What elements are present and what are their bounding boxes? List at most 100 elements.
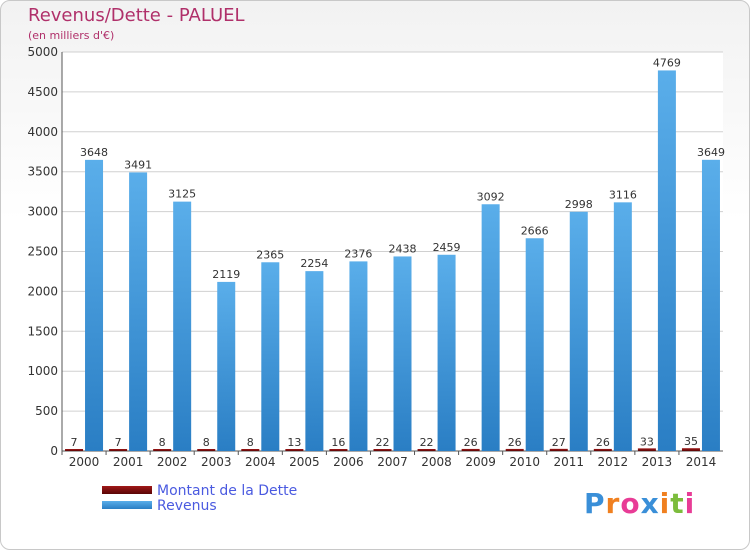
y-tick-label: 4500 bbox=[27, 85, 58, 99]
revenue-value-label: 2376 bbox=[344, 247, 372, 260]
revenue-bar bbox=[613, 202, 632, 451]
debt-value-label: 7 bbox=[115, 436, 122, 449]
debt-bar bbox=[417, 449, 436, 451]
revenue-value-label: 3125 bbox=[168, 188, 196, 201]
revenue-value-label: 2998 bbox=[565, 198, 593, 211]
x-tick-label: 2003 bbox=[201, 455, 232, 469]
x-tick-label: 2005 bbox=[289, 455, 320, 469]
y-tick-label: 3500 bbox=[27, 165, 58, 179]
x-tick-label: 2006 bbox=[333, 455, 364, 469]
revenue-bar bbox=[481, 204, 500, 451]
debt-value-label: 26 bbox=[464, 436, 478, 449]
revenue-value-label: 2666 bbox=[521, 224, 549, 237]
x-tick-label: 2014 bbox=[686, 455, 717, 469]
x-tick-label: 2011 bbox=[553, 455, 584, 469]
x-tick-label: 2012 bbox=[598, 455, 629, 469]
legend-label: Revenus bbox=[157, 498, 217, 514]
y-tick-label: 1500 bbox=[27, 324, 58, 338]
debt-value-label: 8 bbox=[203, 436, 210, 449]
x-tick-label: 2009 bbox=[465, 455, 496, 469]
revenue-bar bbox=[261, 262, 280, 451]
logo-letter: r bbox=[605, 487, 621, 520]
revenue-value-label: 4769 bbox=[653, 56, 681, 69]
debt-value-label: 8 bbox=[247, 436, 254, 449]
chart-subtitle: (en milliers d'€) bbox=[28, 29, 115, 42]
revenue-value-label: 2365 bbox=[256, 248, 284, 261]
x-tick-label: 2004 bbox=[245, 455, 276, 469]
debt-value-label: 8 bbox=[159, 436, 166, 449]
debt-bar bbox=[65, 449, 84, 451]
y-tick-label: 2500 bbox=[27, 245, 58, 259]
debt-value-label: 16 bbox=[331, 436, 345, 449]
legend-label: Montant de la Dette bbox=[157, 483, 297, 499]
debt-value-label: 7 bbox=[71, 436, 78, 449]
debt-bar bbox=[285, 449, 304, 451]
debt-bar bbox=[241, 449, 260, 451]
debt-value-label: 27 bbox=[552, 436, 566, 449]
legend-swatch bbox=[102, 486, 152, 494]
logo-letter: P bbox=[584, 487, 606, 520]
debt-bar bbox=[197, 449, 216, 451]
y-tick-label: 3000 bbox=[27, 205, 58, 219]
y-tick-label: 500 bbox=[35, 404, 58, 418]
debt-bar bbox=[505, 448, 524, 451]
debt-value-label: 26 bbox=[508, 436, 522, 449]
debt-value-label: 33 bbox=[640, 435, 654, 448]
y-tick-label: 0 bbox=[50, 444, 58, 458]
logo-letter: t bbox=[670, 487, 685, 520]
logo-letter: x bbox=[640, 487, 660, 520]
x-tick-label: 2000 bbox=[69, 455, 100, 469]
revenue-bar bbox=[437, 254, 456, 451]
logo-letter: i bbox=[659, 487, 671, 520]
debt-bar bbox=[329, 449, 348, 451]
revenue-value-label: 2119 bbox=[212, 268, 240, 281]
legend-swatch bbox=[102, 501, 152, 509]
y-tick-label: 5000 bbox=[27, 45, 58, 59]
debt-value-label: 13 bbox=[287, 436, 301, 449]
revenue-bar bbox=[85, 159, 104, 452]
revenue-bar bbox=[129, 172, 148, 451]
revenue-bar bbox=[657, 70, 676, 451]
debt-value-label: 22 bbox=[420, 436, 434, 449]
debt-bar bbox=[461, 448, 480, 451]
y-tick-label: 4000 bbox=[27, 125, 58, 139]
revenue-value-label: 3116 bbox=[609, 188, 637, 201]
revenue-bar bbox=[173, 201, 192, 451]
debt-value-label: 26 bbox=[596, 436, 610, 449]
x-tick-label: 2001 bbox=[113, 455, 144, 469]
logo-letter: o bbox=[620, 487, 641, 520]
x-tick-label: 2002 bbox=[157, 455, 188, 469]
revenue-bar bbox=[393, 256, 412, 451]
debt-bar bbox=[681, 448, 700, 451]
debt-bar bbox=[109, 449, 128, 451]
debt-bar bbox=[373, 449, 392, 451]
x-tick-label: 2010 bbox=[509, 455, 540, 469]
revenue-value-label: 2438 bbox=[389, 242, 417, 255]
revenue-value-label: 2459 bbox=[433, 241, 461, 254]
revenue-value-label: 3649 bbox=[697, 146, 725, 159]
x-tick-label: 2007 bbox=[377, 455, 408, 469]
revenue-bar bbox=[217, 281, 236, 451]
revenue-value-label: 2254 bbox=[300, 257, 328, 270]
revenue-value-label: 3648 bbox=[80, 146, 108, 159]
revenue-bar bbox=[569, 211, 588, 451]
revenue-value-label: 3491 bbox=[124, 158, 152, 171]
debt-bar bbox=[549, 448, 568, 451]
revenue-bar bbox=[525, 238, 544, 451]
revenue-value-label: 3092 bbox=[477, 190, 505, 203]
debt-value-label: 22 bbox=[376, 436, 390, 449]
proxiti-logo: Proxiti bbox=[584, 487, 695, 520]
debt-bar bbox=[153, 449, 172, 451]
logo-letter: i bbox=[684, 487, 696, 520]
revenue-bar bbox=[701, 159, 720, 451]
debt-bar bbox=[593, 448, 612, 451]
chart-title: Revenus/Dette - PALUEL bbox=[28, 5, 245, 26]
debt-value-label: 35 bbox=[684, 435, 698, 448]
revenue-bar bbox=[305, 271, 324, 451]
y-tick-label: 2000 bbox=[27, 284, 58, 298]
revenue-bar bbox=[349, 261, 368, 451]
y-tick-label: 1000 bbox=[27, 364, 58, 378]
x-tick-label: 2013 bbox=[642, 455, 673, 469]
